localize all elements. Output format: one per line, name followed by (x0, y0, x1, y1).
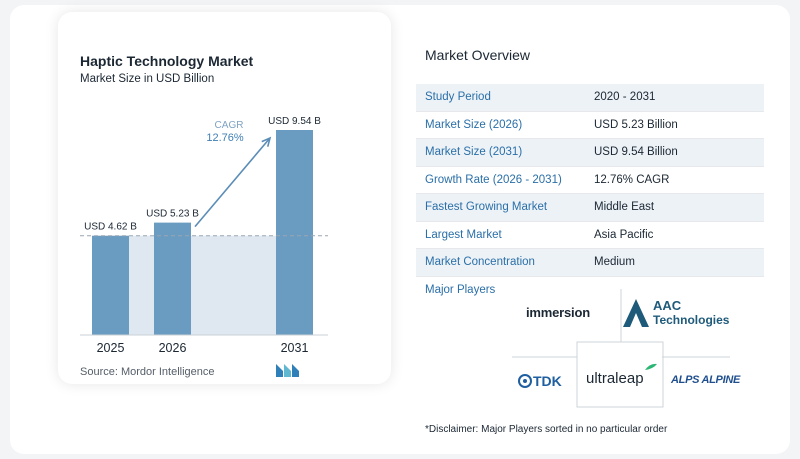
chart-subtitle: Market Size in USD Billion (80, 73, 215, 85)
ultraleap-leaf-icon (645, 363, 657, 370)
source-note: Source: Mordor Intelligence (80, 366, 215, 378)
overview-row: Market Size (2031) USD 9.54 Billion (416, 139, 764, 167)
aac-logo-name: AAC (653, 298, 682, 313)
bar (154, 222, 191, 335)
cagr-arrow (194, 137, 271, 228)
row-value: 2020 - 2031 (594, 91, 656, 103)
overview-row: Market Concentration Medium (416, 249, 764, 277)
aac-logo-icon (623, 299, 649, 327)
overview-row: Market Size (2026) USD 5.23 Billion (416, 112, 764, 139)
row-value: 12.76% CAGR (594, 173, 670, 186)
row-key: Market Size (2026) (425, 118, 523, 131)
overview-row: Fastest Growing Market Middle East (416, 194, 764, 222)
x-tick-label: 2026 (159, 341, 187, 355)
row-key: Growth Rate (2026 - 2031) (425, 173, 562, 186)
row-key: Market Size (2031) (425, 146, 523, 158)
row-key: Largest Market (425, 228, 502, 241)
ultraleap-logo: ultraleap (586, 370, 644, 387)
row-value: Medium (594, 256, 635, 268)
chart-title: Haptic Technology Market (80, 53, 254, 69)
cagr-value: 12.76% (206, 132, 244, 144)
major-players-label: Major Players (425, 284, 496, 296)
x-tick-label: 2025 (97, 341, 125, 355)
aac-logo-subname: Technologies (653, 313, 730, 327)
row-value: Asia Pacific (594, 228, 654, 241)
cagr-arrow-head (261, 136, 272, 147)
bar (276, 130, 313, 335)
tdk-logo: TDK (533, 373, 562, 389)
bar (92, 235, 129, 335)
alps-alpine-logo: ALPS ALPINE (671, 374, 741, 386)
row-key: Study Period (425, 91, 491, 103)
data-label: USD 9.54 B (268, 116, 321, 127)
tdk-logo-icon (518, 374, 532, 388)
row-key: Market Concentration (425, 256, 535, 268)
mordor-intelligence-logo (276, 364, 299, 377)
overview-table: Study Period 2020 - 2031 Market Size (20… (416, 84, 764, 277)
overview-row: Largest Market Asia Pacific (416, 222, 764, 249)
disclaimer: *Disclaimer: Major Players sorted in no … (425, 424, 668, 435)
overview-row: Growth Rate (2026 - 2031) 12.76% CAGR (416, 167, 764, 194)
overview-row: Study Period 2020 - 2031 (416, 84, 764, 112)
x-tick-label: 2031 (281, 341, 309, 355)
row-value: USD 9.54 Billion (594, 146, 678, 158)
data-label: USD 5.23 B (146, 209, 199, 220)
immersion-logo: immersion (526, 305, 590, 320)
baseline-shade (129, 235, 276, 335)
row-value: USD 5.23 Billion (594, 118, 678, 131)
row-value: Middle East (594, 201, 655, 213)
row-key: Fastest Growing Market (425, 201, 548, 213)
data-label: USD 4.62 B (84, 222, 137, 233)
overview-title: Market Overview (425, 47, 531, 63)
cagr-label: CAGR (215, 120, 244, 131)
